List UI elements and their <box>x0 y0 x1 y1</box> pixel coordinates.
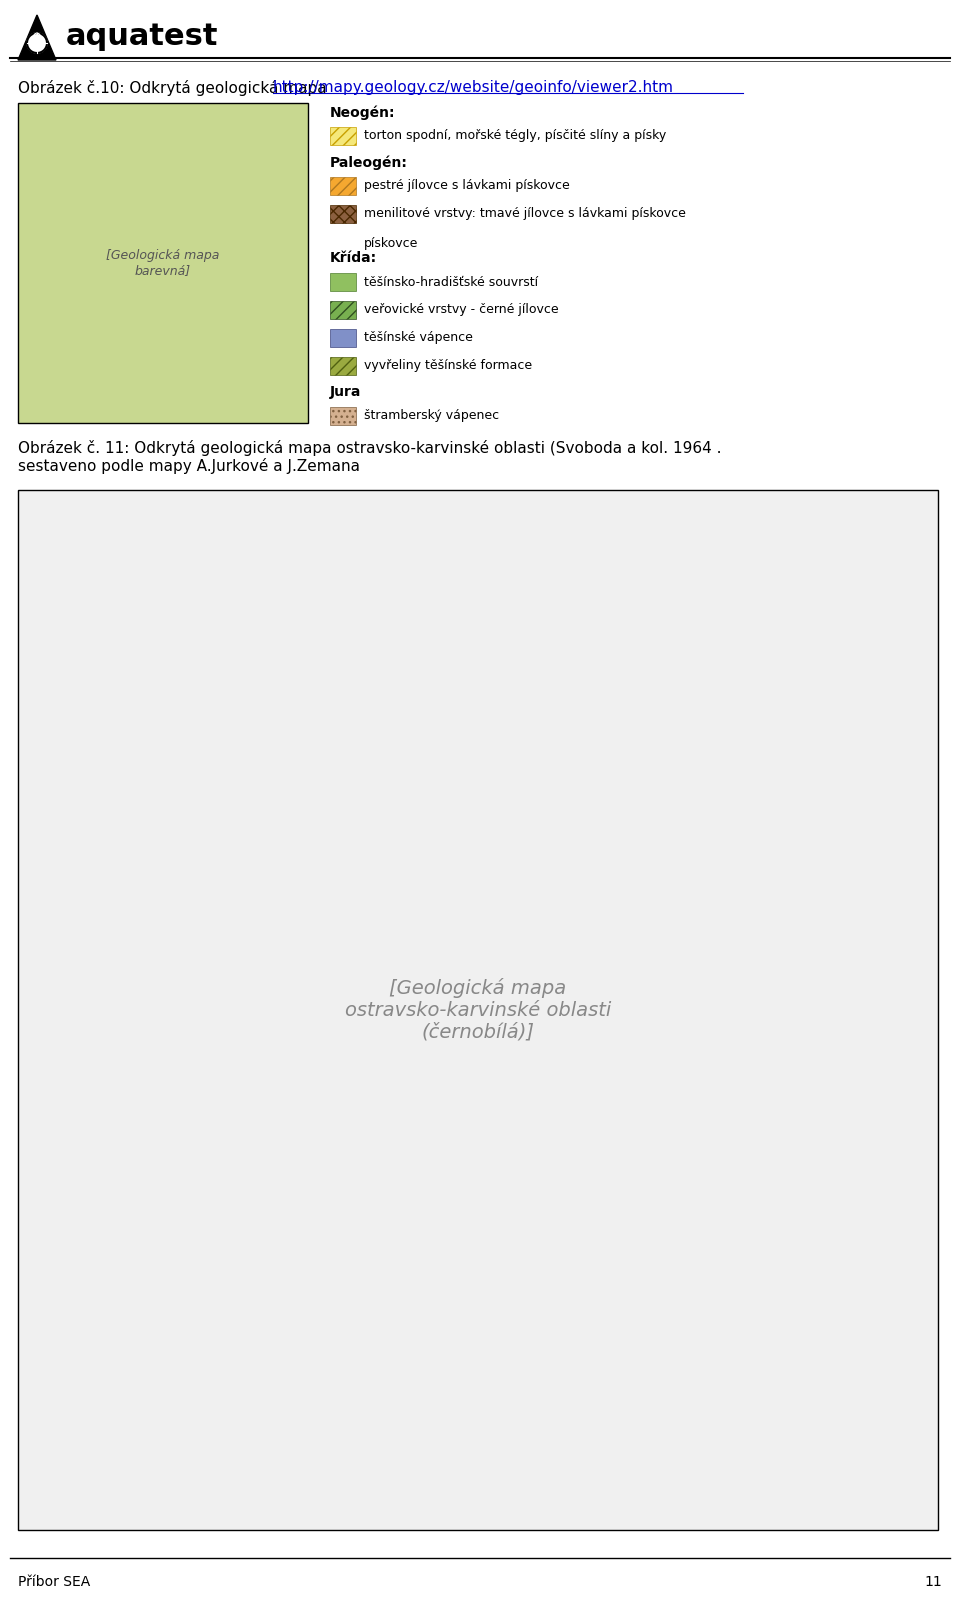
Text: těšínsko-hradišťské souvrstí: těšínsko-hradišťské souvrstí <box>364 275 539 288</box>
Text: vyvřeliny těšínské formace: vyvřeliny těšínské formace <box>364 359 532 372</box>
FancyBboxPatch shape <box>18 103 308 423</box>
Text: těšínské vápence: těšínské vápence <box>364 332 473 345</box>
Bar <box>330 407 356 425</box>
Bar <box>330 357 356 375</box>
Text: [Geologická mapa
ostravsko-karvinské oblasti
(černobílá)]: [Geologická mapa ostravsko-karvinské obl… <box>345 977 612 1042</box>
Bar <box>330 127 356 145</box>
Text: Příbor SEA: Příbor SEA <box>18 1575 90 1589</box>
Text: pískovce: pískovce <box>364 237 419 250</box>
Text: sestaveno podle mapy A.Jurkové a J.Zemana: sestaveno podle mapy A.Jurkové a J.Zeman… <box>18 457 360 473</box>
Text: Obrázek č. 11: Odkrytá geologická mapa ostravsko-karvinské oblasti (Svoboda a ko: Obrázek č. 11: Odkrytá geologická mapa o… <box>18 440 722 456</box>
Circle shape <box>27 32 47 53</box>
Text: menilitové vrstvy: tmavé jílovce s lávkami pískovce: menilitové vrstvy: tmavé jílovce s lávka… <box>364 208 685 221</box>
Bar <box>330 301 356 319</box>
Text: Obrázek č.10: Odkrytá geologická mapa: Obrázek č.10: Odkrytá geologická mapa <box>18 80 331 97</box>
Text: aquatest: aquatest <box>66 23 219 52</box>
Bar <box>330 177 356 195</box>
Text: [Geologická mapa
barevná]: [Geologická mapa barevná] <box>107 250 220 277</box>
Text: veřovické vrstvy - černé jílovce: veřovické vrstvy - černé jílovce <box>364 304 559 317</box>
Text: Neogén:: Neogén: <box>330 105 396 119</box>
Text: pestré jílovce s lávkami pískovce: pestré jílovce s lávkami pískovce <box>364 179 569 193</box>
Text: Jura: Jura <box>330 385 361 399</box>
Text: http://mapy.geology.cz/website/geoinfo/viewer2.htm: http://mapy.geology.cz/website/geoinfo/v… <box>273 80 674 95</box>
Bar <box>330 204 356 224</box>
Text: torton spodní, mořské tégly, písčité slíny a písky: torton spodní, mořské tégly, písčité slí… <box>364 129 666 143</box>
Text: Paleogén:: Paleogén: <box>330 155 408 169</box>
FancyBboxPatch shape <box>18 489 938 1530</box>
Polygon shape <box>18 14 56 60</box>
Bar <box>330 328 356 348</box>
Text: Křída:: Křída: <box>330 251 377 266</box>
Bar <box>330 274 356 291</box>
Text: štramberský vápenec: štramberský vápenec <box>364 409 499 422</box>
Text: 11: 11 <box>924 1575 942 1589</box>
